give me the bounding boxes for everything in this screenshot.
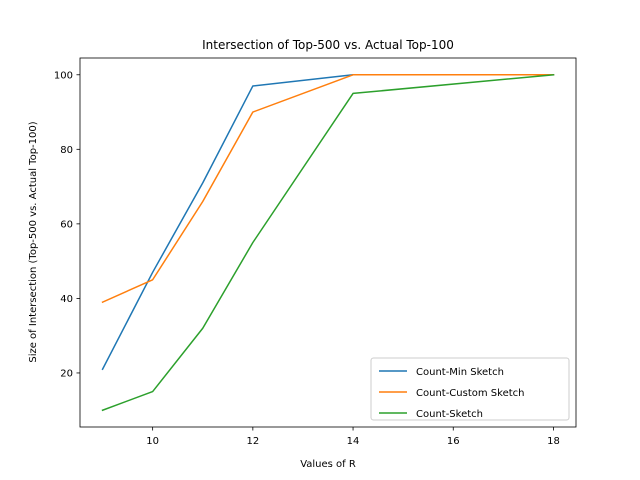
legend-label-2: Count-Custom Sketch	[416, 388, 525, 399]
series-line-2	[101, 74, 555, 304]
legend: Count-Min Sketch Count-Custom Sketch Count…	[370, 357, 570, 421]
y-tick-label: 60	[60, 219, 73, 230]
x-tick-label: 10	[146, 436, 159, 447]
plot-area: 10 12 14 16 18 20 40 60 80 100	[54, 57, 577, 447]
y-tick-label: 20	[60, 369, 73, 380]
x-tick-label: 14	[347, 436, 360, 447]
chart-title: Intersection of Top-500 vs. Actual Top-1…	[202, 38, 454, 52]
legend-label-1: Count-Min Sketch	[416, 367, 504, 378]
x-tick-label: 12	[246, 436, 259, 447]
y-tick-label: 100	[54, 70, 73, 81]
x-tick-label: 18	[547, 436, 560, 447]
legend-box	[370, 357, 570, 421]
x-tick-label: 16	[447, 436, 460, 447]
y-axis-label: Size of Intersection (Top-500 vs. Actual…	[28, 121, 39, 362]
y-tick-label: 40	[60, 294, 73, 305]
y-tick-label: 80	[60, 145, 73, 156]
x-axis-label: Values of R	[300, 459, 356, 470]
axes-frame	[79, 57, 577, 428]
legend-label-3: Count-Sketch	[416, 409, 483, 420]
series-line-3	[101, 73, 555, 412]
